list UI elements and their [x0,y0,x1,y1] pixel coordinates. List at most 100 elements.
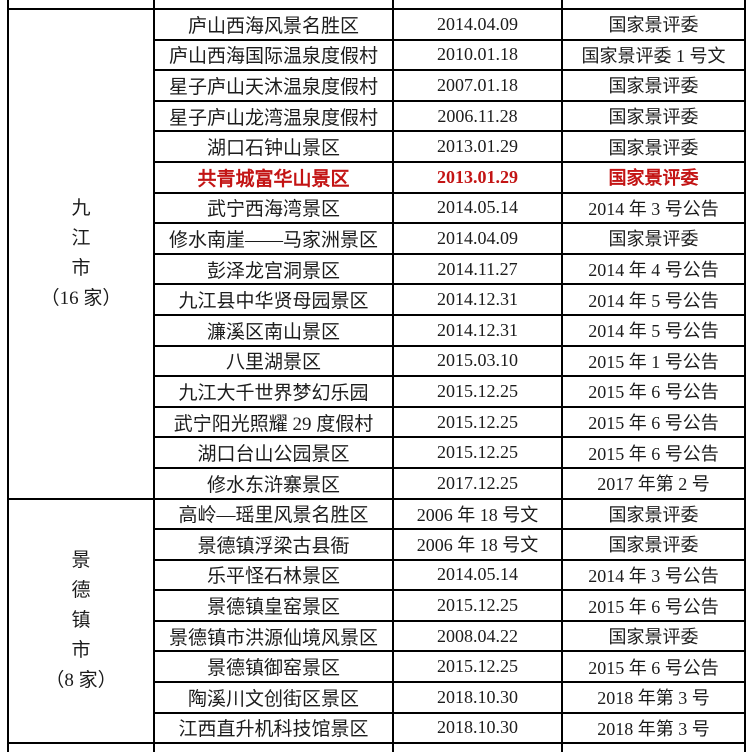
approval-authority-cell: 国家景评委 1 号文 [561,38,746,72]
scenic-area-name-cell: 乐平怪石林景区 [153,558,394,592]
table-row: 八里湖景区 2015.03.10 2015 年 1 号公告 [8,344,746,378]
scenic-area-name-cell: 九江县中华贤母园景区 [153,283,394,316]
approval-authority-cell: 国家景评委 [561,99,746,133]
approval-authority-cell: 国家景评委 [561,130,746,163]
table-row: 景德镇市洪源仙境风景区 2008.04.22 国家景评委 [8,619,746,653]
approval-authority-cell: 国家景评委 [561,222,746,255]
table-row: 共青城富华山景区 2013.01.29 国家景评委 [8,160,746,194]
approval-date-cell: 2007.01.18 [392,69,563,102]
table-row: 景德镇御窑景区 2015.12.25 2015 年 6 号公告 [8,650,746,684]
approval-authority-cell: 国家景评委 [561,160,746,194]
scenic-area-name-cell: 景德镇皇窑景区 [153,589,394,622]
city-label-line: （8 家） [45,669,117,691]
scenic-area-name-cell: 高岭—瑶里风景名胜区 [153,497,394,531]
approval-authority-cell: 2018 年第 3 号 [561,681,746,714]
table-row: 九江市 （16 家） 庐山西海风景名胜区 2014.04.09 国家景评委 [7,8,746,500]
scenic-area-table: 九江市 （16 家） 庐山西海风景名胜区 2014.04.09 国家景评委 庐山西… [7,0,746,752]
city-label-line: 景 [71,549,91,571]
approval-date-cell: 2015.12.25 [392,405,563,439]
approval-date-cell: 2018.10.30 [392,711,563,745]
city-label-line: 江 [71,227,91,249]
approval-authority-cell: 国家景评委 [561,8,746,41]
approval-date-cell: 2013.01.29 [392,160,563,194]
approval-date-cell: 2014.11.27 [392,252,563,286]
table-row: 湖口台山公园景区 2015.12.25 2015 年 6 号公告 [8,436,746,469]
city-cell [7,742,155,752]
approval-date-cell: 2006 年 18 号文 [392,528,563,561]
partial-row-top [7,0,746,10]
scenic-area-name-cell: 武宁西海湾景区 [153,191,394,225]
approval-authority-cell: 2014 年 5 号公告 [561,313,746,347]
approval-authority-cell: 国家景评委 [561,619,746,653]
scenic-area-name-cell: 星子庐山天沐温泉度假村 [153,69,394,102]
table-row: 武宁西海湾景区 2014.05.14 2014 年 3 号公告 [8,191,746,225]
table-row: 濂溪区南山景区 2014.12.31 2014 年 5 号公告 [8,313,746,347]
approval-authority-cell: 2015 年 6 号公告 [561,589,746,622]
approval-authority-cell: 2017 年第 2 号 [561,466,746,500]
scenic-area-name-cell: 濂溪区南山景区 [153,313,394,347]
city-label-line: 德 [71,579,91,601]
approval-authority-cell: 2015 年 1 号公告 [561,344,746,378]
approval-date-cell: 2006 年 18 号文 [392,497,563,531]
approval-authority-cell: 2014 年 5 号公告 [561,283,746,316]
approval-authority-cell: 2015 年 6 号公告 [561,436,746,469]
table-row: 湖口石钟山景区 2013.01.29 国家景评委 [8,130,746,163]
scenic-area-name-cell: 湖口台山公园景区 [153,436,394,469]
table-row: 武宁阳光照耀 29 度假村 2015.12.25 2015 年 6 号公告 [8,405,746,439]
approval-authority-cell: 2015 年 6 号公告 [561,375,746,408]
scenic-area-name-cell: 彭泽龙宫洞景区 [153,252,394,286]
table-row: 陶溪川文创街区景区 2018.10.30 2018 年第 3 号 [8,681,746,714]
city-label-line: （16 家） [40,287,122,309]
scenic-area-name-cell: 景德镇市洪源仙境风景区 [153,619,394,653]
approval-date-cell: 2014.12.31 [392,283,563,316]
scenic-area-name-cell: 修水南崖——马家洲景区 [153,222,394,255]
table-row: 星子庐山天沐温泉度假村 2007.01.18 国家景评委 [8,69,746,102]
partial-row-bottom [7,742,746,752]
approval-date-cell: 2015.12.25 [392,436,563,469]
table-row: 乐平怪石林景区 2014.05.14 2014 年 3 号公告 [8,558,746,592]
approval-authority-cell: 2018 年第 3 号 [561,711,746,745]
scenic-area-name-cell [153,0,394,10]
approval-date-cell: 2018.10.30 [392,681,563,714]
approval-date-cell: 2015.12.25 [392,589,563,622]
approval-authority-cell: 2014 年 4 号公告 [561,252,746,286]
scenic-area-name-cell: 庐山西海国际温泉度假村 [153,38,394,72]
scenic-area-name-cell: 陶溪川文创街区景区 [153,681,394,714]
city-label-line: 市 [71,639,91,661]
approval-date-cell: 2015.12.25 [392,375,563,408]
city-label-line: 市 [71,257,91,279]
table-row: 景德镇市 （8 家） 高岭—瑶里风景名胜区 2006 年 18 号文 国家景评委 [7,497,746,745]
approval-date-cell: 2014.05.14 [392,191,563,225]
approval-date-cell: 2014.04.09 [392,8,563,41]
scenic-area-name-cell: 八里湖景区 [153,344,394,378]
city-label-line: 九 [71,197,91,219]
table-row: 景德镇浮梁古县衙 2006 年 18 号文 国家景评委 [8,528,746,561]
approval-authority-cell: 国家景评委 [561,497,746,531]
table-row: 景德镇皇窑景区 2015.12.25 2015 年 6 号公告 [8,589,746,622]
city-label-line: 镇 [71,609,91,631]
scenic-area-name-cell: 景德镇御窑景区 [153,650,394,684]
approval-date-cell: 2014.05.14 [392,558,563,592]
scenic-area-name-cell: 修水东浒寨景区 [153,466,394,500]
approval-date-cell: 2017.12.25 [392,466,563,500]
approval-date-cell: 2015.12.25 [392,650,563,684]
approval-date-cell: 2010.01.18 [392,38,563,72]
approval-date-cell: 2014.04.09 [392,222,563,255]
approval-authority-cell: 国家景评委 [561,528,746,561]
scenic-area-name-cell [153,742,394,752]
approval-date-cell [392,742,563,752]
table-row: 星子庐山龙湾温泉度假村 2006.11.28 国家景评委 [8,99,746,133]
city-cell: 九江市 （16 家） [7,8,155,500]
table-row: 江西直升机科技馆景区 2018.10.30 2018 年第 3 号 [8,711,746,745]
table-row: 彭泽龙宫洞景区 2014.11.27 2014 年 4 号公告 [8,252,746,286]
approval-date-cell: 2006.11.28 [392,99,563,133]
scenic-area-name-cell: 武宁阳光照耀 29 度假村 [153,405,394,439]
approval-authority-cell [561,0,746,10]
table-row: 九江大千世界梦幻乐园 2015.12.25 2015 年 6 号公告 [8,375,746,408]
table-row: 九江县中华贤母园景区 2014.12.31 2014 年 5 号公告 [8,283,746,316]
scenic-area-name-cell: 星子庐山龙湾温泉度假村 [153,99,394,133]
table-row: 修水南崖——马家洲景区 2014.04.09 国家景评委 [8,222,746,255]
approval-authority-cell: 2014 年 3 号公告 [561,558,746,592]
city-cell [7,0,155,10]
